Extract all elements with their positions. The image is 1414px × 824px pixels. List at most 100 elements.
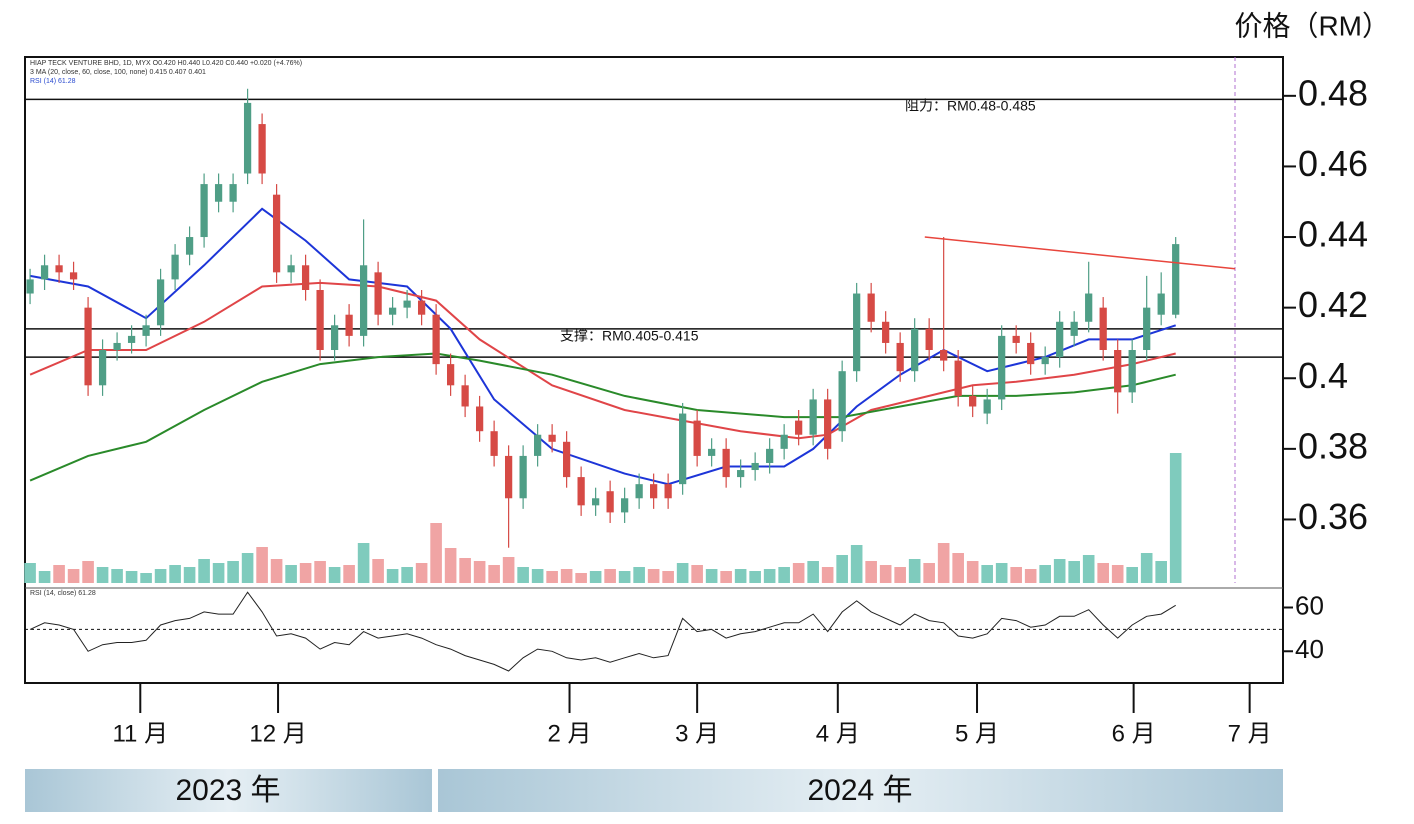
candle-body [388, 307, 397, 315]
volume-bar [96, 567, 109, 583]
candle-body [403, 300, 411, 308]
rsi-tick-label: 60 [1295, 590, 1324, 620]
candle-body [722, 448, 730, 478]
volume-bar [546, 571, 558, 583]
candle-body [1056, 321, 1064, 358]
volume-bar [256, 547, 268, 583]
candle-body [896, 342, 904, 372]
candle-body [635, 484, 643, 499]
volume-bar [749, 571, 761, 583]
volume-bar [415, 563, 428, 583]
x-tick-label: 4 月 [816, 720, 860, 747]
trendline [924, 236, 1236, 270]
header-line: RSI (14) 61.28 [30, 78, 76, 85]
candle-body [330, 325, 339, 351]
candle-body [1114, 350, 1122, 393]
volume-bar [1039, 565, 1051, 583]
volume-bar [778, 567, 790, 583]
candle-body [1041, 357, 1049, 365]
year-label: 2024 年 [807, 774, 912, 807]
candle-body [548, 434, 556, 442]
volume-bar [125, 571, 138, 583]
candle-body [1172, 244, 1180, 315]
volume-bar [183, 567, 196, 583]
candle-body [519, 455, 527, 499]
candle-body [577, 477, 585, 506]
candle-body [664, 484, 672, 499]
volume-bar [241, 553, 254, 583]
candle-body [940, 350, 948, 361]
candle-body [446, 364, 455, 386]
volume-bar [589, 571, 602, 583]
volume-bar [401, 567, 413, 583]
volume-bar [444, 548, 457, 583]
candle-body [650, 484, 658, 499]
y-tick-label: 0.46 [1298, 143, 1368, 184]
candle-body [1027, 342, 1035, 365]
candle-body [679, 413, 687, 485]
volume-bar [894, 567, 906, 583]
candle-body [156, 279, 165, 326]
candle-body [345, 314, 353, 336]
volume-bar [1169, 453, 1182, 583]
volume-bar [604, 569, 616, 583]
volume-bar [1024, 569, 1037, 583]
x-tick-label: 7 月 [1228, 720, 1272, 747]
rsi-label: RSI (14, close) 61.28 [30, 590, 96, 597]
volume-bar [792, 563, 805, 583]
candle-body [911, 328, 919, 372]
candle-body [1070, 321, 1078, 336]
volume-bar [865, 561, 877, 583]
moving-average [29, 207, 1177, 486]
volume-bar [299, 563, 312, 583]
volume-bar [662, 571, 674, 583]
volume-bar [952, 553, 964, 583]
volume-bar [24, 563, 36, 583]
volume-bar [430, 523, 442, 583]
candle-body [563, 441, 571, 478]
resistance-annotation: 阻力：RM0.48-0.485 [905, 98, 1036, 114]
rsi-tick-label: 40 [1295, 634, 1324, 664]
volume-bar [676, 563, 689, 583]
volume-bar [1155, 561, 1167, 583]
candle-body [490, 431, 498, 456]
candle-body [272, 194, 281, 273]
candle-body [809, 399, 817, 435]
candle-body [954, 360, 962, 396]
volume-bar [488, 565, 500, 583]
candle-body [606, 491, 614, 513]
header-line: 3 MA (20, close, 60, close, 100, none) 0… [30, 69, 206, 76]
candle-body [40, 265, 49, 280]
volume-bar [82, 561, 94, 583]
candle-body [113, 342, 121, 351]
candle-body [84, 307, 92, 386]
candle-body [359, 265, 368, 336]
volume-bar [981, 565, 993, 583]
volume-bar [763, 569, 776, 583]
volume-bar [821, 567, 834, 583]
candle-body [98, 350, 107, 386]
volume-bar [720, 571, 732, 583]
volume-bar [1097, 563, 1109, 583]
candle-body [751, 462, 759, 471]
volume-bar [270, 559, 283, 583]
volume-bar [691, 565, 703, 583]
volume-bar [734, 569, 747, 583]
candle-body [621, 498, 629, 513]
x-tick-label: 3 月 [675, 720, 719, 747]
candle-body [69, 272, 78, 280]
candle-body [55, 265, 63, 273]
y-tick-label: 0.4 [1298, 355, 1348, 396]
x-tick-label: 12 月 [249, 720, 306, 747]
candle-body [1157, 293, 1165, 315]
plot-frame [24, 56, 1284, 684]
candle-body [214, 184, 223, 202]
volume-bar [937, 543, 950, 583]
volume-bar [38, 571, 51, 583]
volume-bar [705, 569, 718, 583]
volume-bar [923, 563, 935, 583]
volume-bar [212, 563, 225, 583]
volume-bar [966, 561, 979, 583]
support-annotation: 支撑：RM0.405-0.415 [560, 328, 699, 344]
